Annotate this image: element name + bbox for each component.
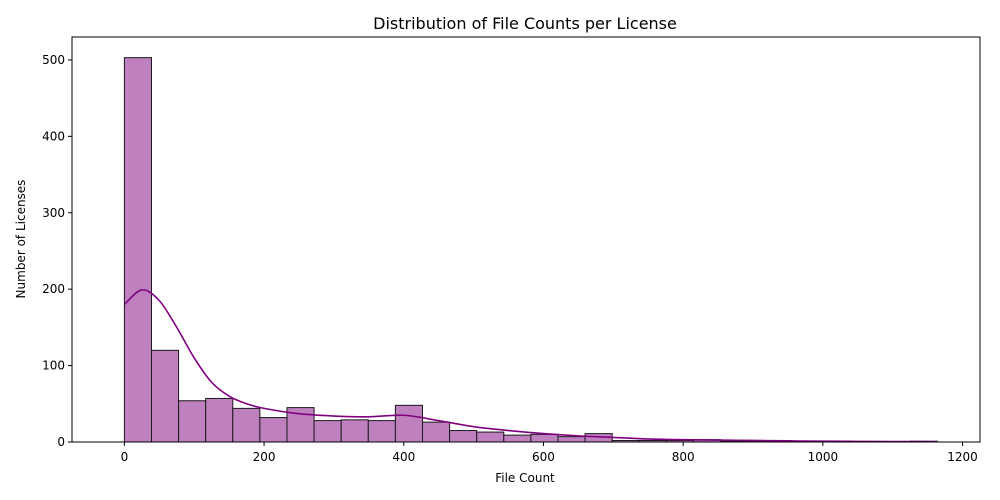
histogram-bar (557, 436, 586, 443)
x-tick-label: 600 (532, 450, 555, 464)
chart-title: Distribution of File Counts per License (373, 14, 677, 33)
x-tick-label: 800 (672, 450, 695, 464)
histogram-bar (476, 431, 505, 443)
y-axis-ticks: 0 100 200 300 400 500 (42, 53, 72, 449)
x-axis-ticks: 0 200 400 600 800 1000 1200 (121, 442, 978, 464)
x-tick-label: 200 (253, 450, 276, 464)
histogram-bar (205, 397, 234, 443)
histogram-bar (394, 404, 423, 443)
x-axis-label: File Count (495, 471, 555, 485)
y-tick-label: 200 (42, 282, 65, 296)
y-tick-label: 400 (42, 129, 65, 143)
histogram-bar (530, 433, 559, 443)
histogram-bar (259, 417, 288, 443)
x-tick-label: 1000 (808, 450, 839, 464)
histogram-bar (313, 420, 342, 443)
y-tick-label: 300 (42, 206, 65, 220)
y-tick-label: 100 (42, 359, 65, 373)
y-axis-label: Number of Licenses (14, 180, 28, 299)
kde-line (123, 289, 938, 443)
histogram-bar (150, 349, 180, 443)
bars-group (123, 57, 938, 443)
y-tick-label: 0 (57, 435, 65, 449)
histogram-bar (123, 57, 152, 443)
histogram-bar (421, 421, 451, 443)
histogram-bar (232, 407, 261, 443)
histogram-bar (340, 419, 369, 443)
histogram-bar (178, 400, 207, 443)
histogram-bar (503, 434, 532, 443)
y-tick-label: 500 (42, 53, 65, 67)
x-tick-label: 400 (392, 450, 415, 464)
histogram-bar (367, 420, 396, 443)
plot-frame (71, 36, 981, 443)
histogram-bar (449, 430, 478, 443)
x-tick-label: 1200 (947, 450, 978, 464)
x-tick-label: 0 (121, 450, 129, 464)
kde-group (123, 289, 938, 443)
